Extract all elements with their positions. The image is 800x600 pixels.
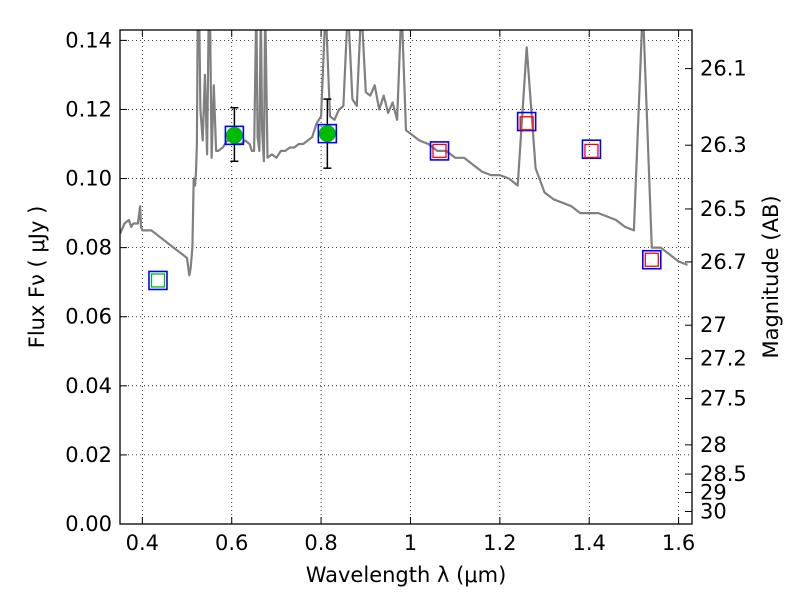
model-square-marker [584,143,599,159]
plot-frame [119,29,693,525]
y-tick-label: 0.06 [65,305,112,329]
x-tick-label: 1 [404,531,417,555]
y-tick-label: 0.14 [65,28,112,52]
y2-tick-label: 27.5 [700,387,747,411]
model-square-marker [150,273,166,288]
x-axis-label: Wavelength λ (μm) [306,563,507,587]
y2-tick-label: 28.5 [700,462,747,486]
y2-tick-label: 30 [700,499,727,523]
x-tick-label: 0.4 [126,531,159,555]
y-tick-label: 0.04 [65,374,112,398]
model-square-marker [644,252,659,267]
y2-tick-label: 29 [700,480,727,504]
y-tick-label: 0.10 [65,167,112,191]
photometry-point [225,126,243,144]
band-square-marker [317,123,338,144]
y2-tick-label: 28 [700,433,727,457]
model-square-marker [432,143,447,159]
grid [120,30,692,524]
band-square-marker [224,125,245,146]
band-square-marker [641,249,662,270]
band-square-marker [429,141,450,161]
band-square-marker [516,111,537,132]
ticks: 0.4 0.6 0.8 1 1.2 1.4 1.6 0.00 0.02 0.04 0.06 0.08 0… [65,28,747,555]
spectrum-line [120,30,688,277]
y-tick-label: 0.08 [65,236,112,260]
y2-tick-label: 26.5 [700,197,747,221]
x-tick-label: 0.8 [304,531,337,555]
plot-area [120,30,688,291]
y2-tick-label: 26.7 [700,250,747,274]
model-square-marker [519,116,534,131]
x-tick-label: 1.6 [662,531,695,555]
x-tick-label: 1.2 [483,531,516,555]
y-axis-label: Flux Fν ( μJy ) [25,206,49,349]
y-tick-label: 0.02 [65,443,112,467]
band-square-marker [581,139,602,159]
y2-tick-label: 27.2 [700,347,747,371]
photometry-point [318,125,336,143]
y2-tick-label: 26.1 [700,57,747,81]
x-tick-label: 1.4 [573,531,606,555]
y-tick-label: 0.12 [65,97,112,121]
y2-tick-label: 26.3 [700,133,747,157]
y2-axis-label: Magnitude (AB) [759,195,783,358]
x-tick-label: 0.6 [215,531,248,555]
band-square-marker [148,270,168,291]
y-tick-label: 0.00 [65,512,112,536]
y2-tick-label: 27 [700,313,727,337]
